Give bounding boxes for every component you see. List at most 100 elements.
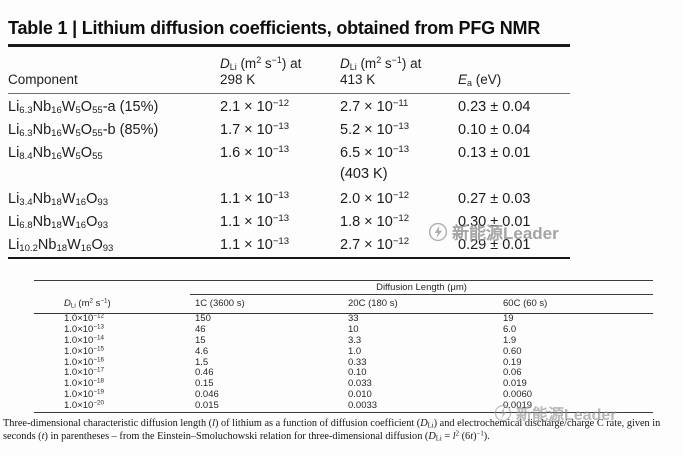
length-60c-cell: 0.19 bbox=[503, 356, 522, 368]
col-header-20c: 20C (180 s) bbox=[348, 298, 398, 309]
table1-body: Li6.3Nb16W5O55-a (15%) 2.1 × 10−12 2.7 ×… bbox=[8, 94, 570, 259]
col-header-ea: Ea (eV) bbox=[458, 72, 502, 88]
dli-value-cell: 1.0×10−14 bbox=[64, 334, 104, 346]
table2-header-row: DLi (m2 s−1) 1C (3600 s) 20C (180 s) 60C… bbox=[34, 295, 653, 314]
col-header-dli: DLi (m2 s−1) bbox=[64, 297, 111, 310]
watermark: 新能源Leader bbox=[428, 219, 559, 244]
length-60c-cell: 1.9 bbox=[503, 334, 517, 346]
watermark-logo-icon bbox=[494, 404, 512, 422]
length-20c-cell: 0.033 bbox=[348, 378, 372, 390]
col-header-component: Component bbox=[8, 72, 78, 87]
length-20c-cell: 33 bbox=[348, 313, 359, 324]
length-1c-cell: 46 bbox=[195, 323, 206, 335]
d413-temperature-note: (403 K) bbox=[340, 166, 388, 182]
table2-footnote: Three-dimensional characteristic diffusi… bbox=[3, 418, 661, 443]
ea-cell: 0.13 ± 0.01 bbox=[458, 145, 531, 161]
length-1c-cell: 0.046 bbox=[195, 389, 219, 401]
col-header-1c: 1C (3600 s) bbox=[195, 298, 245, 309]
d298-cell: 1.1 × 10−13 bbox=[220, 235, 290, 253]
length-60c-cell: 0.06 bbox=[503, 367, 522, 379]
table2-group-header: Diffusion Length (μm) bbox=[190, 281, 653, 295]
d298-cell: 1.7 × 10−13 bbox=[220, 120, 290, 138]
component-cell: Li6.3Nb16W5O55-a (15%) bbox=[8, 99, 159, 116]
col-header-d413-temp: 413 K bbox=[340, 72, 376, 87]
d413-cell: 2.0 × 10−12 bbox=[340, 189, 410, 207]
table-row: 1.0×10−16 1.5 0.33 0.19 bbox=[34, 356, 653, 369]
component-cell: Li3.4Nb18W16O93 bbox=[8, 191, 109, 208]
d413-cell: 5.2 × 10−13 bbox=[340, 120, 410, 138]
length-1c-cell: 1.5 bbox=[195, 356, 209, 368]
table2: Diffusion Length (μm) DLi (m2 s−1) 1C (3… bbox=[34, 280, 653, 414]
d413-cell: 2.7 × 10−11 bbox=[340, 97, 409, 115]
table-row: Li6.3Nb16W5O55-b (85%) 1.7 × 10−13 5.2 ×… bbox=[8, 119, 570, 142]
length-1c-cell: 15 bbox=[195, 334, 206, 346]
table-row: 1.0×10−19 0.046 0.010 0.0060 bbox=[34, 388, 653, 401]
dli-value-cell: 1.0×10−18 bbox=[64, 377, 104, 390]
length-20c-cell: 3.3 bbox=[348, 334, 362, 346]
length-60c-cell: 0.60 bbox=[503, 345, 522, 357]
length-1c-cell: 150 bbox=[195, 313, 211, 324]
col-header-d413: DLi (m2 s−1) at 413 K bbox=[340, 56, 458, 93]
watermark-text: 新能源Leader bbox=[452, 224, 559, 243]
table1-title: Table 1 | Lithium diffusion coefficients… bbox=[8, 18, 541, 38]
col-header-60c: 60C (60 s) bbox=[503, 298, 548, 309]
length-60c-cell: 19 bbox=[503, 313, 514, 324]
table-row: 1.0×10−14 15 3.3 1.9 bbox=[34, 334, 653, 347]
col-header-d413-units: DLi (m2 s−1) at bbox=[340, 55, 422, 72]
col-header-d298-units: DLi (m2 s−1) at bbox=[220, 55, 302, 72]
length-20c-cell: 0.010 bbox=[348, 389, 372, 401]
table-row: Li6.8Nb18W16O93 1.1 × 10−13 1.8 × 10−12 … bbox=[8, 211, 570, 234]
length-60c-cell: 0.019 bbox=[503, 378, 527, 390]
d298-cell: 1.6 × 10−13 bbox=[220, 143, 290, 161]
dli-value-cell: 1.0×10−16 bbox=[64, 356, 104, 368]
length-20c-cell: 0.33 bbox=[348, 356, 367, 368]
length-1c-cell: 0.015 bbox=[195, 400, 219, 412]
dli-value-cell: 1.0×10−15 bbox=[64, 345, 104, 357]
dli-value-cell: 1.0×10−12 bbox=[64, 312, 104, 324]
table1-header-row: Component DLi (m2 s−1) at 298 K DLi (m2 … bbox=[8, 47, 570, 94]
table-row: 1.0×10−18 0.15 0.033 0.019 bbox=[34, 377, 653, 390]
ea-cell: 0.23 ± 0.04 bbox=[458, 99, 531, 115]
watermark: 新能源Leader bbox=[494, 401, 616, 425]
dli-value-cell: 1.0×10−13 bbox=[64, 323, 104, 335]
component-cell: Li6.8Nb18W16O93 bbox=[8, 214, 109, 231]
table-row: 1.0×10−15 4.6 1.0 0.60 bbox=[34, 345, 653, 358]
table-row: Li8.4Nb16W5O55 1.6 × 10−13 6.5 × 10−13 (… bbox=[8, 142, 570, 188]
col-header-d298: DLi (m2 s−1) at 298 K bbox=[220, 56, 340, 93]
d298-cell: 1.1 × 10−13 bbox=[220, 189, 290, 207]
table-row: 1.0×10−20 0.015 0.0033 0.0019 bbox=[34, 399, 653, 412]
ea-cell: 0.10 ± 0.04 bbox=[458, 122, 531, 138]
table-row: 1.0×10−13 46 10 6.0 bbox=[34, 323, 653, 336]
length-20c-cell: 1.0 bbox=[348, 345, 362, 357]
dli-value-cell: 1.0×10−20 bbox=[64, 399, 104, 412]
table-row: Li6.3Nb16W5O55-a (15%) 2.1 × 10−12 2.7 ×… bbox=[8, 96, 570, 119]
watermark-text: 新能源Leader bbox=[516, 407, 617, 424]
length-1c-cell: 4.6 bbox=[195, 345, 209, 357]
table1: Table 1 | Lithium diffusion coefficients… bbox=[8, 18, 570, 259]
table2-body: 1.0×10−12 150 33 19 1.0×10−13 46 10 6.0 … bbox=[34, 312, 653, 414]
length-60c-cell: 0.0019 bbox=[503, 400, 533, 412]
dli-value-cell: 1.0×10−17 bbox=[64, 367, 104, 379]
d413-cell: 2.7 × 10−12 bbox=[340, 235, 410, 253]
d413-value: 6.5 × 10−13 bbox=[340, 143, 410, 161]
component-cell: Li6.3Nb16W5O55-b (85%) bbox=[8, 122, 159, 139]
table-row: 1.0×10−12 150 33 19 bbox=[34, 312, 653, 325]
length-1c-cell: 0.15 bbox=[195, 378, 214, 390]
col-header-d298-temp: 298 K bbox=[220, 72, 256, 87]
length-60c-cell: 0.0060 bbox=[503, 389, 533, 401]
d413-cell: 6.5 × 10−13 (403 K) bbox=[340, 143, 458, 188]
ea-cell: 0.30 ± 0.01 bbox=[458, 214, 531, 230]
table-row: Li10.2Nb18W16O93 1.1 × 10−13 2.7 × 10−12… bbox=[8, 234, 570, 257]
ea-cell: 0.29 ± 0.01 bbox=[458, 237, 531, 253]
table-row: 1.0×10−17 0.46 0.10 0.06 bbox=[34, 367, 653, 379]
table1-title-rule bbox=[8, 44, 570, 47]
length-1c-cell: 0.46 bbox=[195, 367, 214, 379]
d413-cell: 1.8 × 10−12 bbox=[340, 212, 410, 230]
d298-cell: 2.1 × 10−12 bbox=[220, 97, 290, 115]
length-60c-cell: 6.0 bbox=[503, 323, 517, 335]
component-cell: Li10.2Nb18W16O93 bbox=[8, 237, 114, 254]
table-row: Li3.4Nb18W16O93 1.1 × 10−13 2.0 × 10−12 … bbox=[8, 188, 570, 211]
ea-cell: 0.27 ± 0.03 bbox=[458, 191, 531, 207]
dli-value-cell: 1.0×10−19 bbox=[64, 388, 104, 401]
